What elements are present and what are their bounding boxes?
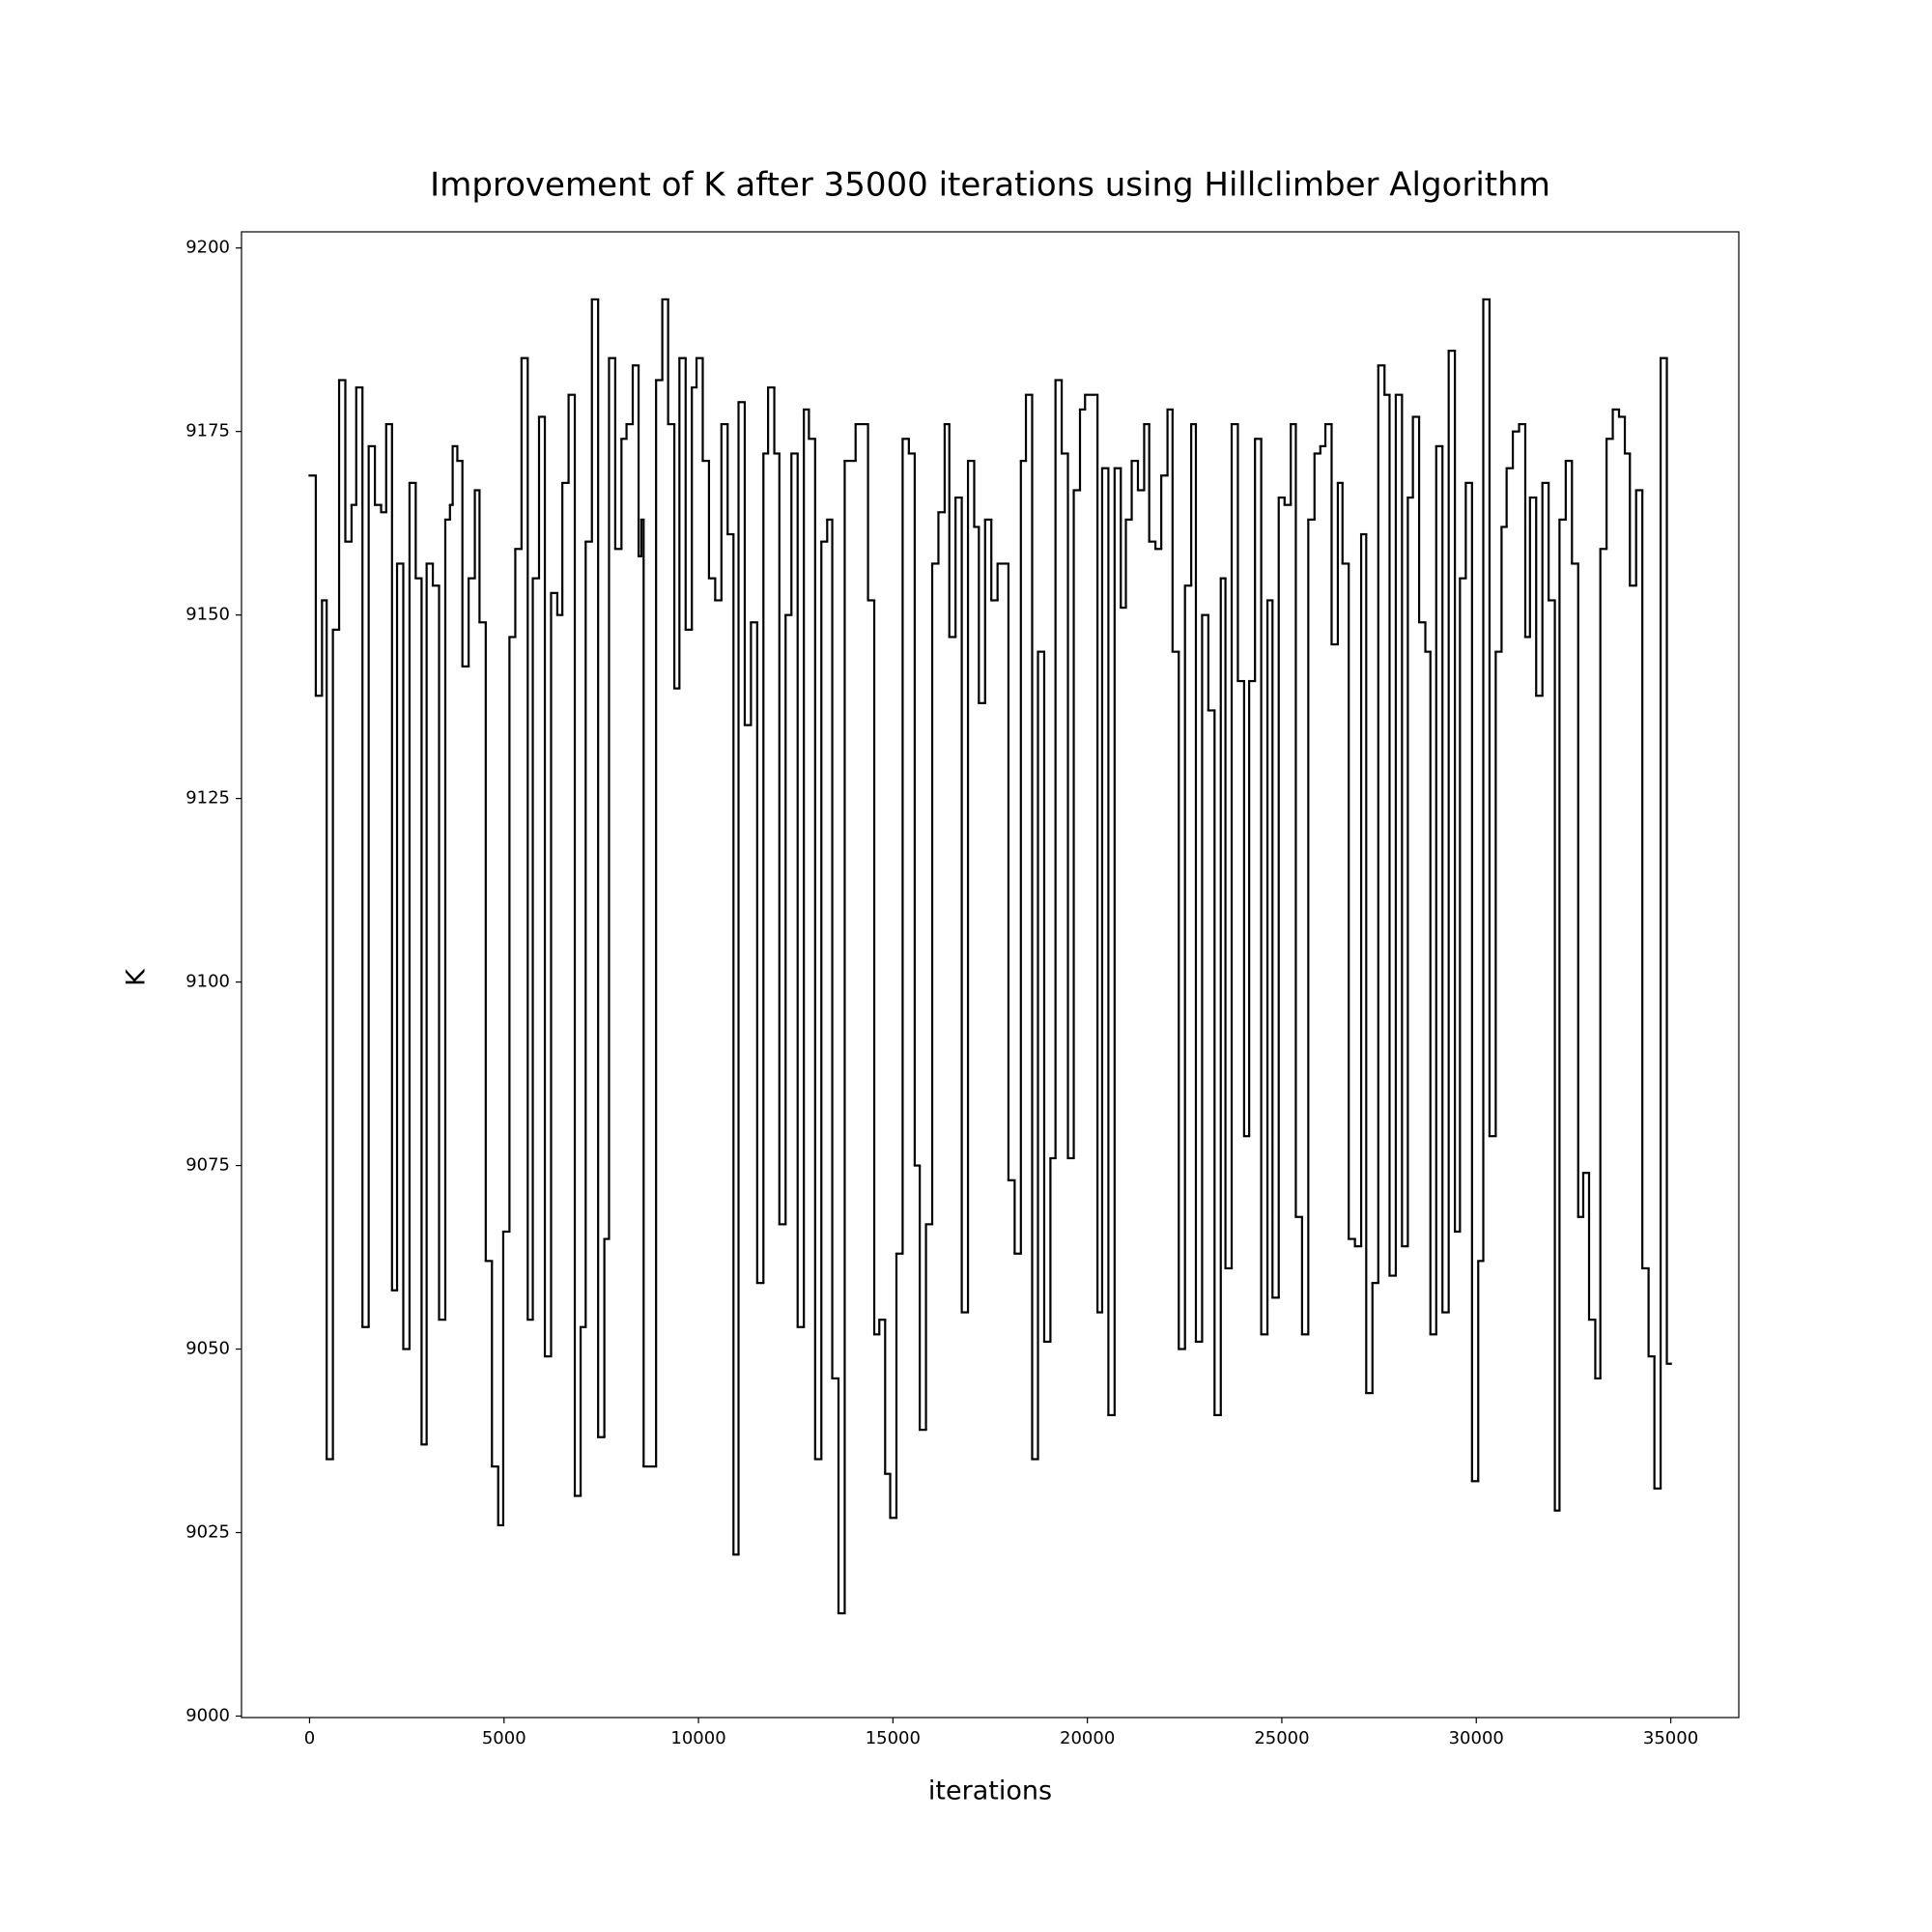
plot-frame xyxy=(241,231,1740,1719)
x-tick-label: 30000 xyxy=(1449,1728,1504,1748)
y-tick-label: 9150 xyxy=(185,605,230,625)
x-tick-label: 15000 xyxy=(866,1728,921,1748)
y-tick-label: 9100 xyxy=(185,972,230,992)
y-tick-label: 9075 xyxy=(185,1155,230,1176)
y-tick-label: 9125 xyxy=(185,788,230,809)
y-tick-label: 9200 xyxy=(185,238,230,258)
x-tick-label: 5000 xyxy=(482,1728,526,1748)
y-tick-label: 9000 xyxy=(185,1705,230,1725)
y-tick-label: 9050 xyxy=(185,1339,230,1359)
x-tick-label: 35000 xyxy=(1643,1728,1698,1748)
x-tick-label: 20000 xyxy=(1060,1728,1115,1748)
step-riser xyxy=(314,298,1668,1614)
y-tick-label: 9025 xyxy=(185,1522,230,1543)
x-tick-label: 10000 xyxy=(670,1728,725,1748)
x-axis-label: iterations xyxy=(928,1776,1052,1806)
x-tick-label: 0 xyxy=(304,1728,315,1748)
chart-title: Improvement of K after 35000 iterations … xyxy=(430,166,1550,205)
x-tick-label: 25000 xyxy=(1254,1728,1309,1748)
y-tick-label: 9175 xyxy=(185,421,230,441)
y-axis-label: K xyxy=(122,968,152,986)
